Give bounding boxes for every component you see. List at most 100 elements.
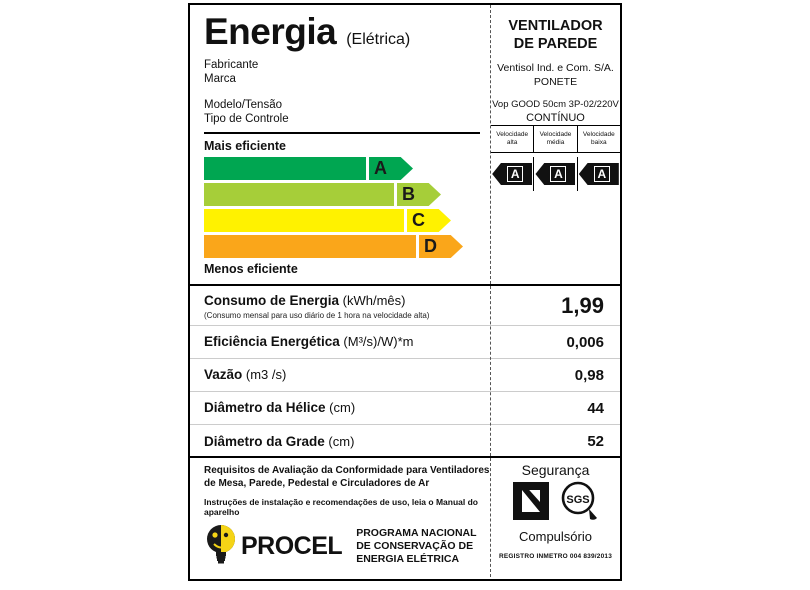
data-row-name-text: Eficiência Energética xyxy=(204,334,340,349)
efficiency-bar-tip: C xyxy=(407,209,451,232)
meta-tipo-controle-label: Tipo de Controle xyxy=(204,113,289,125)
efficiency-bar-a: A xyxy=(204,157,490,180)
data-row-label: Diâmetro da Grade (cm) xyxy=(204,433,498,451)
efficiency-bar-tip: A xyxy=(369,157,413,180)
data-row-unit-text: (kWh/mês) xyxy=(339,292,406,308)
label-footer-section: Requisitos de Avaliação da Conformidade … xyxy=(190,458,620,577)
page-subtitle: (Elétrica) xyxy=(346,31,411,48)
efficiency-bar-letter: D xyxy=(424,236,437,256)
product-manufacturer-block: Ventisol Ind. e Com. S/A. PONETE xyxy=(491,61,620,89)
velocity-header-line1: Velocidade xyxy=(539,131,572,138)
efficiency-bar-body xyxy=(204,209,404,232)
requirements-text: Requisitos de Avaliação da Conformidade … xyxy=(204,464,490,490)
product-manufacturer: Ventisol Ind. e Com. S/A. xyxy=(497,62,614,74)
data-row-subtext: (Consumo mensal para uso diário de 1 hor… xyxy=(204,310,430,320)
velocity-header-line2: média xyxy=(546,139,565,146)
table-row: Diâmetro da Hélice (cm) 44 xyxy=(190,392,620,425)
svg-text:SGS: SGS xyxy=(566,494,589,506)
page-title: Energia xyxy=(204,11,337,52)
table-row: Diâmetro da Grade (cm) 52 xyxy=(190,425,620,458)
inmetro-registration: REGISTRO INMETRO 004 839/2013 xyxy=(498,553,613,560)
velocity-badge-cell-1: A xyxy=(534,157,578,191)
procel-program-text: PROGRAMA NACIONAL DE CONSERVAÇÃO DE ENER… xyxy=(356,527,476,566)
energy-efficiency-label: Energia (Elétrica) Fabricante Marca Mode… xyxy=(188,3,622,581)
data-row-unit-text: (cm) xyxy=(325,400,356,415)
efficiency-bar-body xyxy=(204,183,394,206)
data-row-name: Consumo de Energia (kWh/mês) xyxy=(204,292,498,310)
inmetro-n-icon xyxy=(511,480,551,527)
data-row-name: Eficiência Energética (M³/s)/W)*m xyxy=(204,333,498,351)
velocity-badge-cell-2: A xyxy=(578,157,620,191)
scale-most-efficient-label: Mais eficiente xyxy=(204,139,286,153)
velocity-header-2: Velocidade baixa xyxy=(578,126,620,152)
security-title: Segurança xyxy=(521,462,590,478)
data-rows-container: Consumo de Energia (kWh/mês) (Consumo men… xyxy=(190,286,620,458)
product-brand: PONETE xyxy=(533,76,578,88)
efficiency-bar-tip: D xyxy=(419,235,463,258)
sgs-icon: SGS xyxy=(559,480,601,527)
data-row-name: Vazão (m3 /s) xyxy=(204,366,498,384)
data-vertical-divider xyxy=(490,286,491,456)
velocity-header-0: Velocidade alta xyxy=(491,126,535,152)
label-header-right: VENTILADOR DE PAREDE Ventisol Ind. e Com… xyxy=(490,5,620,284)
data-row-value: 1,99 xyxy=(561,292,604,318)
meta-manufacturer-brand: Fabricante Marca xyxy=(204,58,490,86)
label-data-section: Consumo de Energia (kWh/mês) (Consumo men… xyxy=(190,286,620,458)
velocity-header-line1: Velocidade xyxy=(496,131,529,138)
rating-badge-letter: A xyxy=(510,167,520,181)
velocity-badge-cell-0: A xyxy=(491,157,535,191)
efficiency-bar-b: B xyxy=(204,183,490,206)
rating-badge-letter: A xyxy=(597,167,607,181)
rating-badge-arrow-icon: A xyxy=(492,163,533,185)
requirements-line1: Requisitos de Avaliação da Conformidade … xyxy=(204,465,490,476)
efficiency-bar-letter: A xyxy=(374,158,387,178)
product-name-line1: VENTILADOR xyxy=(508,18,603,34)
product-name: VENTILADOR DE PAREDE xyxy=(491,5,620,53)
meta-marca-label: Marca xyxy=(204,73,236,85)
instructions-text: Instruções de instalação e recomendações… xyxy=(204,497,478,517)
data-row-name: Diâmetro da Grade (cm) xyxy=(204,433,498,451)
data-row-unit-text: (m3 /s) xyxy=(242,367,287,382)
rating-badge-letter: A xyxy=(554,167,563,181)
meta-modelo-tensao-label: Modelo/Tensão xyxy=(204,99,282,111)
security-marks: SGS xyxy=(491,480,620,527)
footer-right: Segurança SGS xyxy=(490,458,620,577)
efficiency-bar-tip: B xyxy=(397,183,441,206)
procel-logo-block: PROCEL PROGRAMA NACIONAL DE CONSERVAÇÃO … xyxy=(204,524,490,569)
velocity-header-line1: Velocidade xyxy=(582,131,615,138)
rating-badge-box: A xyxy=(507,166,524,182)
velocity-header-1: Velocidade média xyxy=(534,126,578,152)
data-row-label: Vazão (m3 /s) xyxy=(204,366,498,384)
efficiency-bar-letter: C xyxy=(412,210,425,230)
table-row: Consumo de Energia (kWh/mês) (Consumo men… xyxy=(190,286,620,326)
security-compulsory-label: Compulsório xyxy=(519,529,592,544)
data-row-value: 0,98 xyxy=(574,366,604,384)
data-row-value: 44 xyxy=(587,399,604,417)
program-line1: PROGRAMA NACIONAL xyxy=(356,527,477,539)
product-control-type: CONTÍNUO xyxy=(526,112,585,124)
efficiency-bar-body xyxy=(204,235,416,258)
procel-bulb-icon xyxy=(204,524,238,569)
product-model: Vop GOOD 50cm 3P-02/220V xyxy=(492,99,619,110)
efficiency-bar-c: C xyxy=(204,209,490,232)
data-row-unit-text: (M³/s)/W)*m xyxy=(339,334,414,349)
data-row-name-text: Consumo de Energia xyxy=(204,292,340,308)
data-row-label: Consumo de Energia (kWh/mês) (Consumo men… xyxy=(204,292,498,320)
program-line2: DE CONSERVAÇÃO DE xyxy=(356,540,474,552)
label-top-section: Energia (Elétrica) Fabricante Marca Mode… xyxy=(190,5,620,286)
scale-least-efficient-label: Menos eficiente xyxy=(204,262,298,276)
data-row-name: Diâmetro da Hélice (cm) xyxy=(204,399,498,417)
product-name-line2: DE PAREDE xyxy=(513,36,598,52)
rating-badge-arrow-icon: A xyxy=(578,163,619,185)
velocity-header-line2: baixa xyxy=(591,139,607,146)
rating-badge-box: A xyxy=(593,166,610,182)
meta-fabricante-label: Fabricante xyxy=(204,59,259,71)
data-row-value: 0,006 xyxy=(566,333,604,351)
program-line3: ENERGIA ELÉTRICA xyxy=(356,553,460,565)
procel-wordmark: PROCEL xyxy=(241,532,343,560)
efficiency-bar-d: D xyxy=(204,235,490,258)
data-row-label: Eficiência Energética (M³/s)/W)*m xyxy=(204,333,498,351)
table-row: Eficiência Energética (M³/s)/W)*m 0,006 xyxy=(190,326,620,359)
